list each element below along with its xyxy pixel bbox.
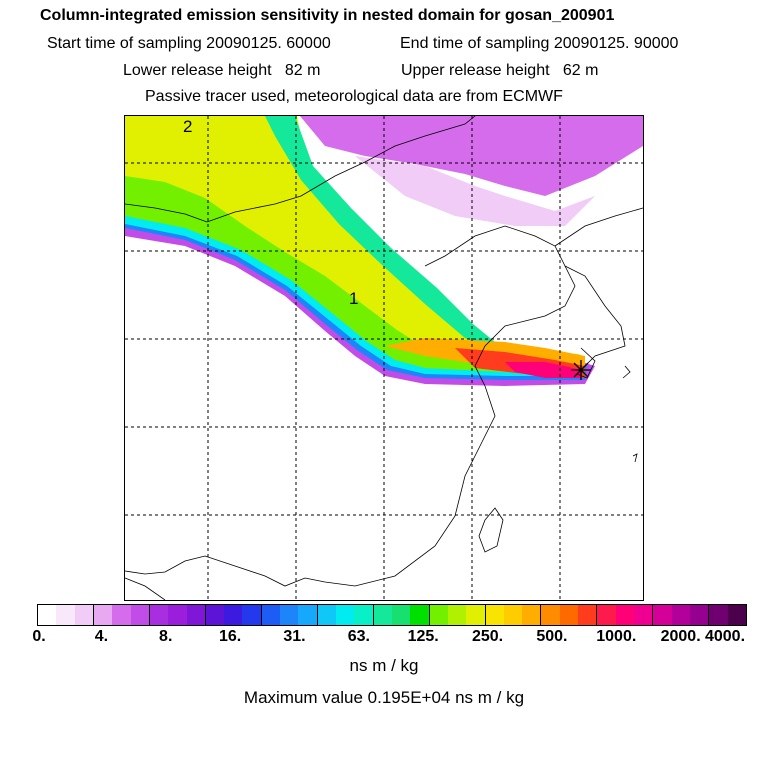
legend-swatch xyxy=(130,605,150,625)
legend-tick-label: 63. xyxy=(347,628,370,645)
legend-swatch xyxy=(93,605,113,625)
legend-swatch xyxy=(298,605,318,625)
legend-swatch xyxy=(653,605,672,625)
legend-tick-label: 2000. xyxy=(660,628,701,645)
start-time-label: Start time of sampling 20090125. 60000 xyxy=(47,35,331,52)
legend-swatch xyxy=(391,605,411,625)
end-time-label: End time of sampling 20090125. 90000 xyxy=(400,35,679,52)
legend-swatch xyxy=(149,605,169,625)
legend-swatch xyxy=(429,605,448,625)
grid-lines xyxy=(125,116,643,600)
legend-swatch xyxy=(597,605,616,625)
legend-swatch xyxy=(74,605,94,625)
legend-swatch xyxy=(373,605,392,625)
plume-north-light xyxy=(355,156,595,226)
plume-north-purple xyxy=(300,116,643,196)
legend-tick-label: 8. xyxy=(159,628,173,645)
plume-core-green xyxy=(265,116,495,348)
legend-swatch xyxy=(466,605,486,625)
legend-swatch xyxy=(727,605,746,625)
legend-swatch xyxy=(112,605,131,625)
legend-swatch xyxy=(38,605,57,625)
legend-swatch xyxy=(410,605,430,625)
tracer-info-label: Passive tracer used, meteorological data… xyxy=(145,88,563,105)
legend-tick-label: 4. xyxy=(94,628,109,645)
legend-swatch xyxy=(242,605,262,625)
legend-tick-label: 4000. xyxy=(704,628,746,645)
lower-release-label: Lower release height 82 m xyxy=(123,62,321,79)
legend-swatch xyxy=(541,605,560,625)
map-label-2: 2 xyxy=(183,117,192,136)
legend-tick-label: 31. xyxy=(283,628,306,645)
legend-swatch xyxy=(485,605,504,625)
legend-swatch xyxy=(317,605,336,625)
legend-swatch xyxy=(503,605,523,625)
legend-swatch xyxy=(634,605,654,625)
legend-swatch xyxy=(709,605,728,625)
plume-yellow xyxy=(125,116,585,364)
plume-magenta xyxy=(505,362,583,378)
legend-swatch xyxy=(447,605,467,625)
legend-swatch xyxy=(280,605,299,625)
legend-swatch xyxy=(261,605,281,625)
legend-tick-label: 250. xyxy=(471,628,504,645)
legend-swatch xyxy=(186,605,206,625)
legend-swatch xyxy=(56,605,75,625)
legend-swatch xyxy=(354,605,374,625)
legend-swatch xyxy=(559,605,579,625)
legend-swatch xyxy=(522,605,542,625)
legend-tick-label: 0. xyxy=(32,628,46,645)
legend-swatch xyxy=(224,605,243,625)
upper-release-label: Upper release height 62 m xyxy=(401,62,599,79)
chart-title: Column-integrated emission sensitivity i… xyxy=(40,7,615,24)
receptor-star-marker xyxy=(571,360,591,380)
map-label-1: 1 xyxy=(349,289,358,308)
map-canvas: 1 2 xyxy=(125,116,643,600)
legend-tick-label: 1000. xyxy=(596,628,637,645)
legend-tick-label: 125. xyxy=(407,628,439,645)
legend-swatch xyxy=(336,605,355,625)
legend-tick-label: 16. xyxy=(218,628,242,645)
max-value-label: Maximum value 0.195E+04 ns m / kg xyxy=(243,688,525,707)
legend-swatch xyxy=(671,605,690,625)
color-legend-bar xyxy=(37,604,747,626)
legend-swatch xyxy=(689,605,710,625)
legend-tick-label: 500. xyxy=(536,628,568,645)
legend-swatch xyxy=(205,605,225,625)
legend-units: ns m / kg xyxy=(349,656,419,675)
legend-swatch xyxy=(615,605,634,625)
sensitivity-map: 1 2 xyxy=(124,115,644,601)
coastlines xyxy=(125,116,643,600)
legend-swatch xyxy=(168,605,187,625)
legend-swatch xyxy=(578,605,598,625)
